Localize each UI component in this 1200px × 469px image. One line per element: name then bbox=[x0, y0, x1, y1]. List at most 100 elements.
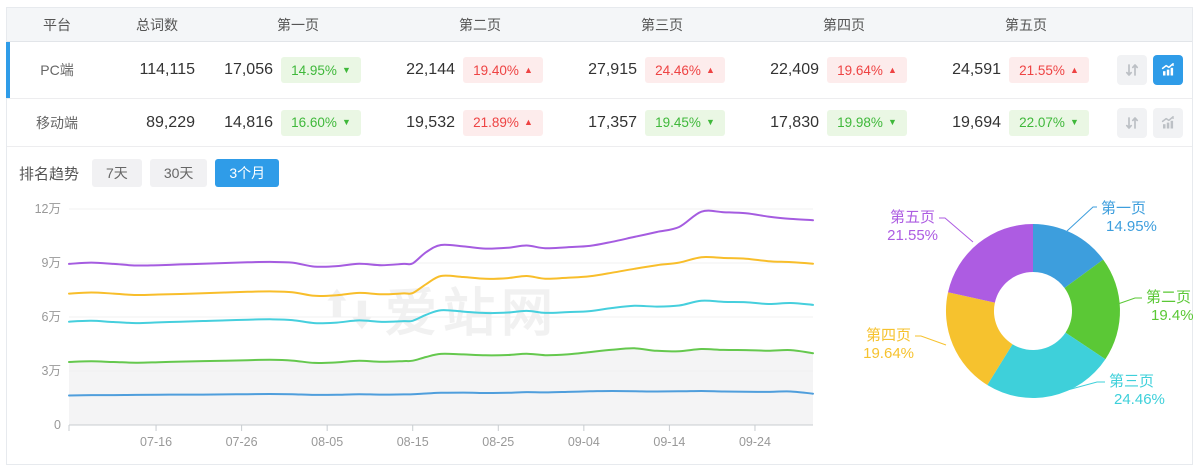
page5-cell: 19,694 22.07% ▼ bbox=[935, 109, 1117, 136]
donut-slice-percent: 24.46% bbox=[1114, 391, 1165, 408]
platform-label: PC端 bbox=[40, 62, 74, 78]
trend-line-chart[interactable]: 0 3万 6万 9万 12万 07-16 07-26 08-05 08-15 08-25 09-04… bbox=[7, 187, 852, 463]
donut-label-line bbox=[939, 217, 974, 243]
chart-icon bbox=[1161, 63, 1174, 76]
row-actions bbox=[1117, 107, 1195, 138]
y-axis-tick-label: 9万 bbox=[42, 256, 61, 270]
donut-slice bbox=[987, 332, 1106, 398]
change-badge: 21.55% ▲ bbox=[1009, 57, 1089, 83]
trend-title: 排名趋势 bbox=[19, 165, 80, 183]
change-badge: 21.89% ▲ bbox=[463, 109, 543, 136]
page4-cell: 22,409 19.64% ▲ bbox=[753, 57, 935, 83]
change-badge: 24.46% ▲ bbox=[645, 57, 725, 83]
change-badge: 19.45% ▼ bbox=[645, 109, 725, 136]
donut-slice-percent: 14.95% bbox=[1106, 218, 1157, 235]
trend-arrow-icon: ▲ bbox=[1069, 64, 1079, 75]
page3-cell: 17,357 19.45% ▼ bbox=[571, 109, 753, 136]
tab-30-days[interactable]: 30天 bbox=[149, 159, 208, 187]
trend-arrow-icon: ▼ bbox=[1069, 117, 1079, 127]
donut-slice-percent: 21.55% bbox=[887, 227, 938, 244]
donut-label-line bbox=[1114, 297, 1142, 306]
x-axis-tick-label: 09-04 bbox=[568, 435, 600, 449]
chart-icon bbox=[1161, 115, 1174, 128]
series-line bbox=[68, 389, 814, 397]
donut-slice-percent: 19.4% bbox=[1151, 307, 1193, 324]
page1-cell: 14,816 16.60% ▼ bbox=[207, 109, 389, 136]
platform-label: 移动端 bbox=[36, 114, 78, 131]
x-axis-tick-label: 09-24 bbox=[739, 435, 771, 449]
x-axis-tick-label: 08-15 bbox=[397, 435, 429, 449]
charts-area: 爱站网 0 3万 6万 9万 12万 07-16 07-26 08-05 08-15 08-25 0… bbox=[7, 187, 1193, 463]
x-axis-tick-label: 08-25 bbox=[482, 435, 514, 449]
change-badge: 22.07% ▼ bbox=[1009, 109, 1089, 136]
page2-cell: 22,144 19.40% ▲ bbox=[389, 57, 571, 83]
change-badge: 14.95% ▼ bbox=[281, 57, 361, 83]
page5-cell: 24,591 21.55% ▲ bbox=[935, 57, 1117, 83]
keyword-count: 24,591 bbox=[952, 61, 1001, 78]
donut-slice-label: 第四页 bbox=[866, 326, 911, 344]
donut-label-line bbox=[1066, 206, 1097, 232]
col-header-page1: 第一页 bbox=[277, 16, 319, 33]
trend-arrow-icon: ▼ bbox=[705, 117, 715, 127]
row-actions bbox=[1117, 55, 1195, 85]
col-header-total: 总词数 bbox=[136, 16, 178, 33]
show-chart-button[interactable] bbox=[1153, 107, 1183, 138]
trend-arrow-icon: ▲ bbox=[523, 64, 533, 75]
trend-arrow-icon: ▲ bbox=[705, 64, 715, 75]
donut-slice-label: 第五页 bbox=[890, 208, 935, 226]
donut-slice-percent: 19.64% bbox=[863, 345, 914, 362]
keyword-count: 22,409 bbox=[770, 61, 819, 78]
y-axis-tick-label: 12万 bbox=[35, 202, 61, 216]
tab-7-days[interactable]: 7天 bbox=[92, 159, 142, 187]
show-chart-button[interactable] bbox=[1153, 55, 1183, 85]
total-words: 114,115 bbox=[139, 61, 195, 78]
trend-arrow-icon: ▼ bbox=[341, 64, 351, 75]
series-line bbox=[68, 209, 814, 268]
keyword-count: 17,357 bbox=[588, 113, 637, 131]
trend-arrow-icon: ▼ bbox=[887, 117, 897, 127]
trend-toolbar: 排名趋势 7天 30天 3个月 bbox=[7, 159, 1192, 187]
keyword-count: 17,056 bbox=[224, 61, 273, 78]
x-axis-tick-label: 07-16 bbox=[140, 435, 172, 449]
donut-label-line bbox=[1048, 381, 1105, 396]
keyword-rank-panel: 平台 总词数 第一页 第二页 第三页 第四页 第五页 PC端 114,115 1… bbox=[6, 7, 1193, 465]
tab-3-months[interactable]: 3个月 bbox=[215, 159, 280, 187]
total-words: 89,229 bbox=[146, 113, 195, 131]
page2-cell: 19,532 21.89% ▲ bbox=[389, 109, 571, 136]
donut-slice bbox=[945, 292, 1013, 385]
keyword-count: 17,830 bbox=[770, 113, 819, 131]
sort-button[interactable] bbox=[1117, 107, 1147, 138]
trend-arrow-icon: ▲ bbox=[523, 117, 533, 127]
keyword-count: 14,816 bbox=[224, 113, 273, 131]
donut-slice bbox=[1033, 224, 1104, 288]
col-header-page3: 第三页 bbox=[641, 16, 683, 33]
table-row-mobile[interactable]: 移动端 89,229 14,816 16.60% ▼ 19,532 21.89% ▲… bbox=[7, 99, 1192, 147]
series-area-fill bbox=[69, 348, 813, 425]
donut-slice bbox=[948, 224, 1033, 303]
keyword-count: 19,532 bbox=[406, 113, 455, 131]
series-line bbox=[68, 299, 814, 325]
x-axis-tick-label: 09-14 bbox=[653, 435, 685, 449]
donut-slice bbox=[1064, 259, 1120, 360]
donut-slice-label: 第一页 bbox=[1101, 199, 1146, 217]
col-header-platform: 平台 bbox=[43, 16, 71, 33]
donut-label-line bbox=[915, 335, 947, 346]
keyword-count: 27,915 bbox=[588, 61, 637, 78]
table-header: 平台 总词数 第一页 第二页 第三页 第四页 第五页 bbox=[7, 8, 1192, 42]
y-axis-tick-label: 6万 bbox=[42, 310, 61, 324]
change-badge: 19.40% ▲ bbox=[463, 57, 543, 83]
donut-slice-label: 第二页 bbox=[1146, 288, 1191, 306]
x-axis-tick-label: 07-26 bbox=[226, 435, 258, 449]
trend-arrow-icon: ▲ bbox=[887, 64, 897, 75]
page3-cell: 27,915 24.46% ▲ bbox=[571, 57, 753, 83]
table-row-pc[interactable]: PC端 114,115 17,056 14.95% ▼ 22,144 19.40%… bbox=[6, 42, 1195, 99]
page1-cell: 17,056 14.95% ▼ bbox=[207, 57, 389, 83]
series-line bbox=[68, 347, 814, 364]
x-axis-tick-label: 08-05 bbox=[311, 435, 343, 449]
sort-arrows-icon bbox=[1125, 116, 1139, 129]
col-header-page5: 第五页 bbox=[1005, 16, 1047, 33]
change-badge: 16.60% ▼ bbox=[281, 109, 361, 136]
page4-cell: 17,830 19.98% ▼ bbox=[753, 109, 935, 136]
sort-button[interactable] bbox=[1117, 55, 1147, 85]
